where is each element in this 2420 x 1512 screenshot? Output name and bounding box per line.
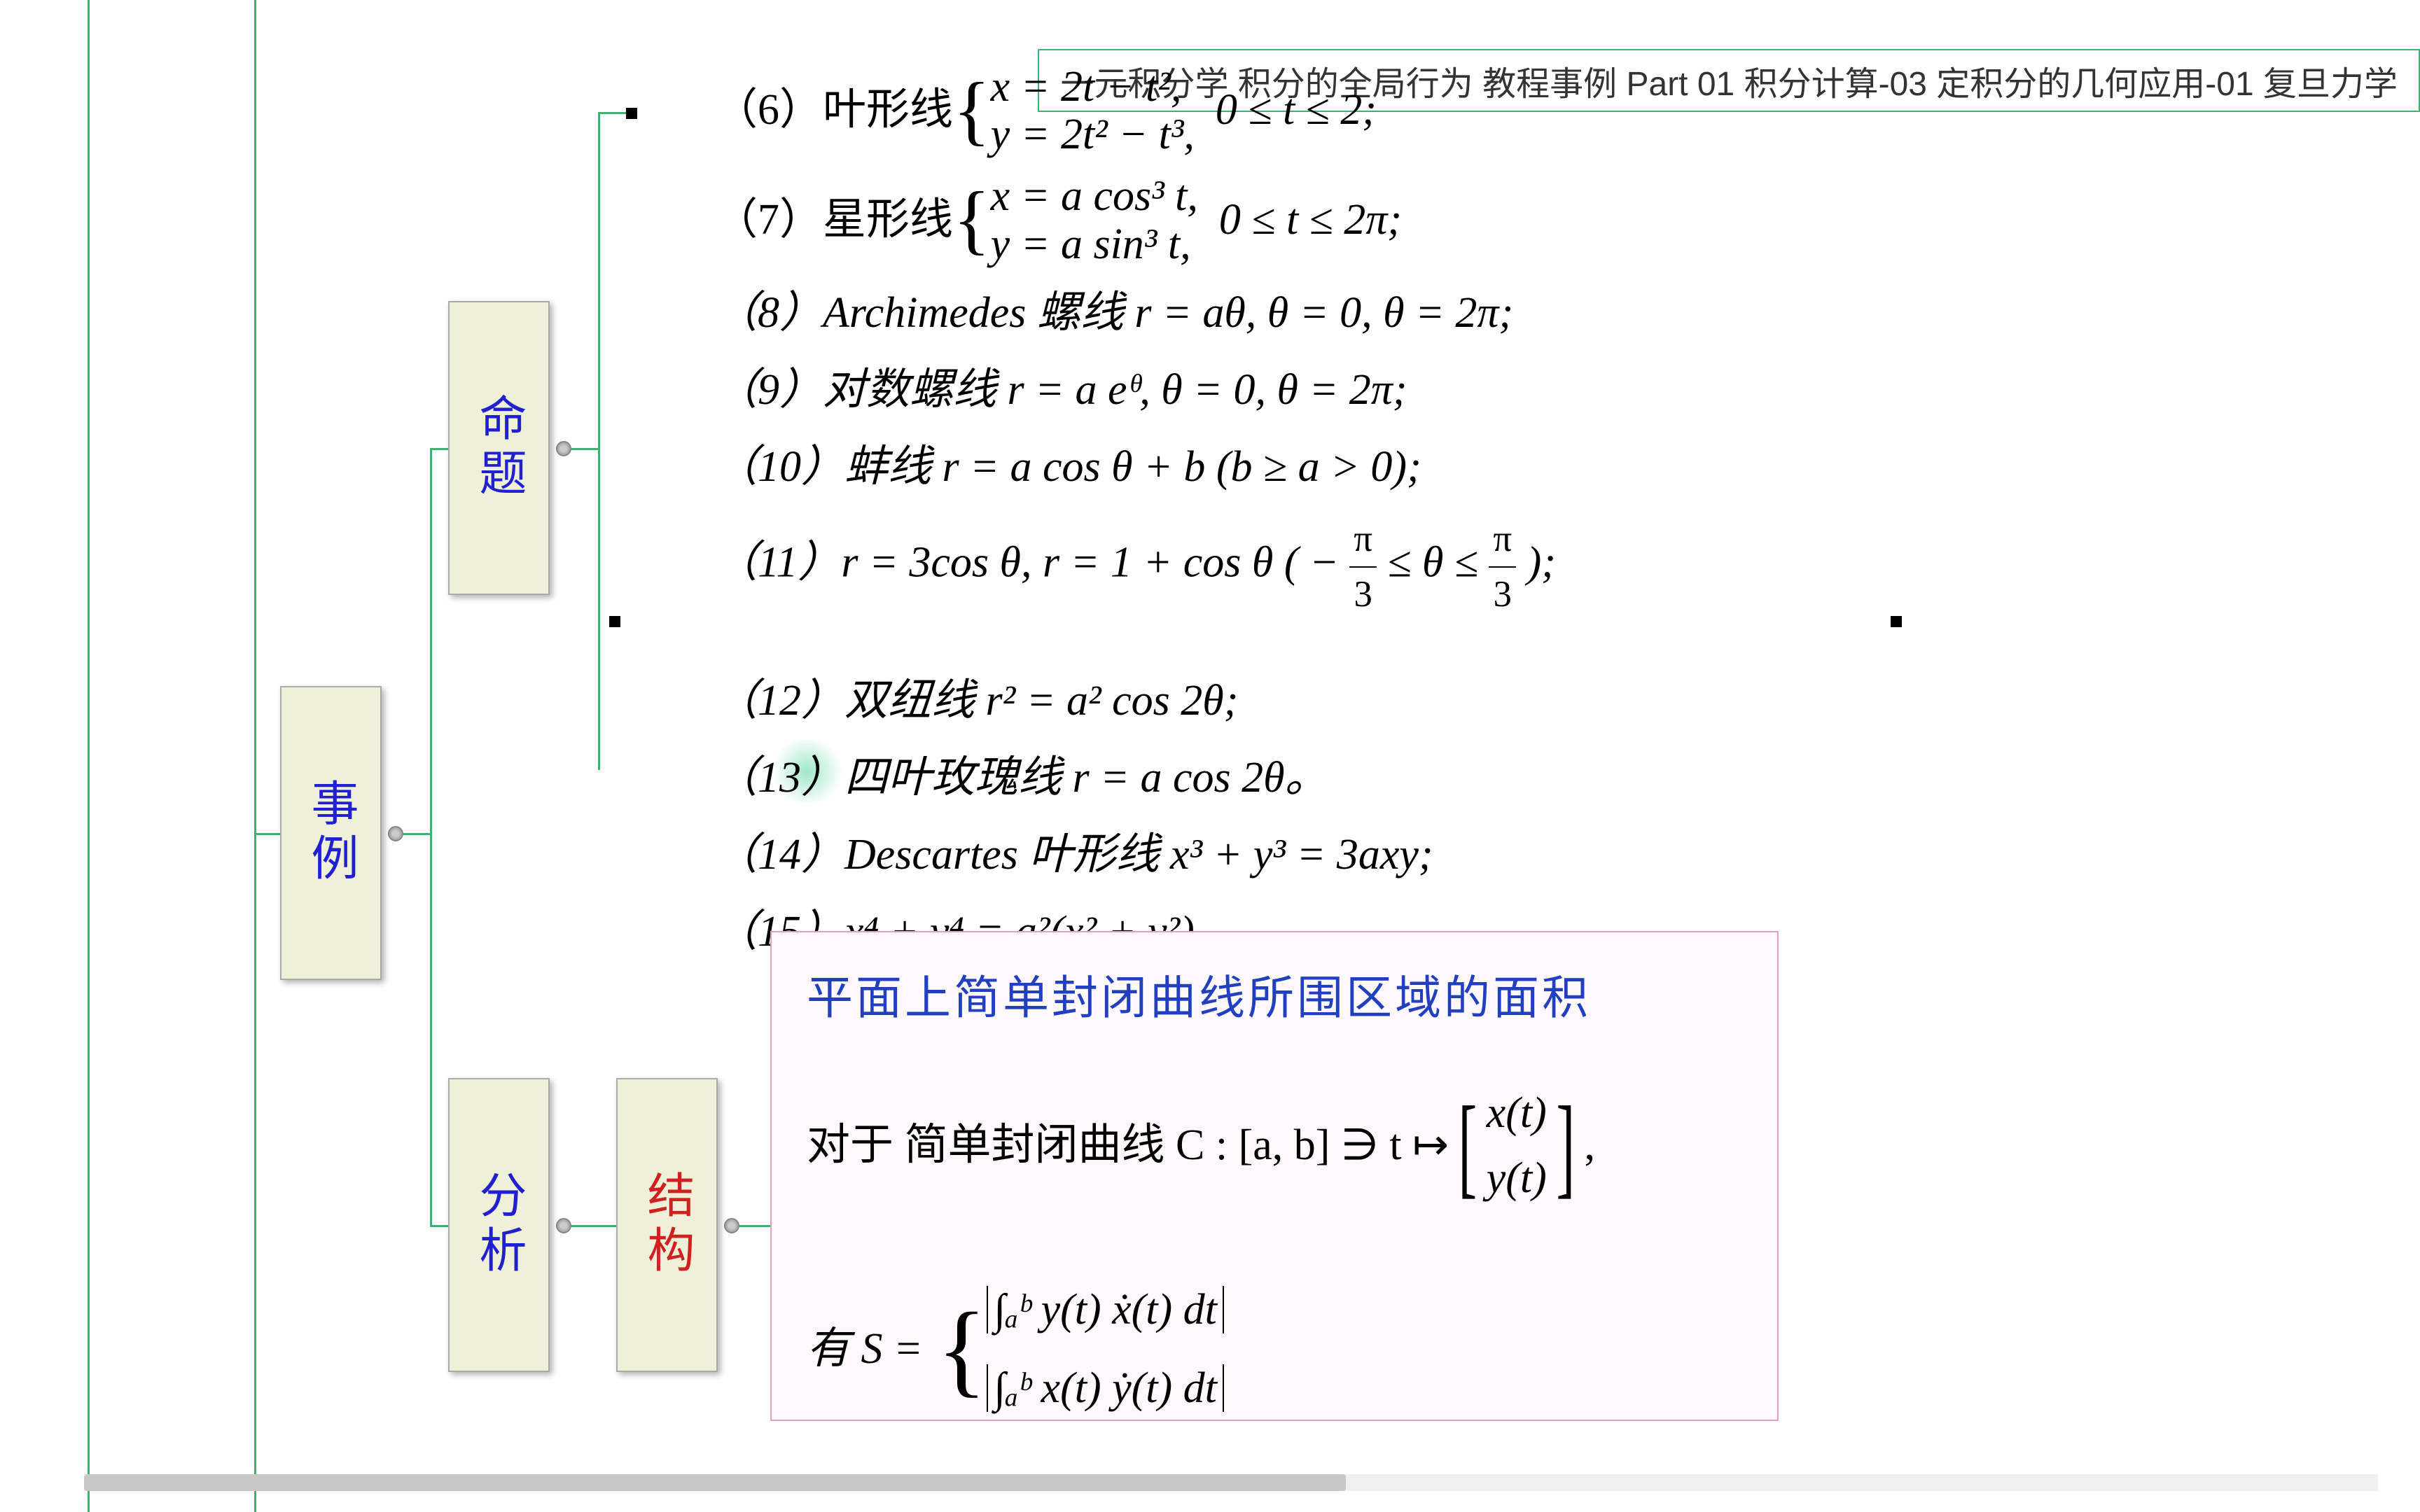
node-mingti-label: 命题 (464, 393, 534, 503)
node-fenxi[interactable]: 分析 (448, 1078, 550, 1372)
connector-line (739, 1225, 772, 1227)
horizontal-scrollbar[interactable] (84, 1474, 2378, 1491)
scrollbar-thumb[interactable] (84, 1474, 1346, 1491)
l12-text: （12）双纽线 r² = a² cos 2θ; (714, 677, 1238, 724)
formula-yt: y(t) (1487, 1154, 1547, 1202)
math-content: （6）叶形线 { x = 2t − t², y = 2t² − t³, 0 ≤ … (714, 63, 2255, 978)
l6-eq-bot: y = 2t² − t³, (991, 111, 1195, 158)
l7-label: （7）星形线 (714, 189, 953, 252)
l13-text: （13）四叶玫瑰线 r = a cos 2θ。 (714, 754, 1328, 802)
l7-eq-top: x = a cos³ t, (991, 172, 1198, 220)
connector-dot (388, 826, 403, 841)
connector-dot (724, 1218, 739, 1233)
formula-xt: x(t) (1487, 1089, 1547, 1137)
formula-int2: ∫ₐᵇ x(t) ẏ(t) dt (987, 1364, 1224, 1412)
line-6: （6）叶形线 { x = 2t − t², y = 2t² − t³, 0 ≤ … (714, 63, 2255, 158)
connector-line (430, 1225, 448, 1227)
line-11: （11）r = 3cos θ, r = 1 + cos θ ( − π3 ≤ θ… (714, 512, 2255, 621)
node-jiegou[interactable]: 结构 (616, 1078, 718, 1372)
mindmap-trunk-line-2 (254, 0, 256, 1512)
connector-line (571, 448, 599, 450)
l6-label: （6）叶形线 (714, 79, 953, 142)
connector-line (598, 112, 600, 770)
frac-pi-3: π3 (1489, 512, 1516, 621)
connector-line (430, 448, 448, 450)
mindmap-trunk-line-1 (88, 0, 90, 1512)
formula-box: 平面上简单封闭曲线所围区域的面积 对于 简单封闭曲线 C : [a, b] ∋ … (770, 931, 1779, 1421)
connector-line (256, 833, 280, 835)
l6-eq-top: x = 2t − t², (991, 63, 1182, 111)
l11-mid: ≤ θ ≤ (1387, 539, 1489, 587)
line-14: （14）Descartes 叶形线 x³ + y³ = 3axy; (714, 824, 2255, 887)
l7-eq-bot: y = a sin³ t, (991, 220, 1191, 268)
line-10: （10）蚌线 r = a cos θ + b (b ≥ a > 0); (714, 436, 2255, 499)
node-shili-label: 事例 (296, 778, 366, 888)
line-8: （8）Archimedes 螺线 r = aθ, θ = 0, θ = 2π; (714, 282, 2255, 345)
formula-int1: ∫ₐᵇ y(t) ẋ(t) dt (987, 1286, 1224, 1334)
l10-text: （10）蚌线 r = a cos θ + b (b ≥ a > 0); (714, 443, 1421, 491)
line-12: （12）双纽线 r² = a² cos 2θ; (714, 670, 2255, 733)
l8-text: （8）Archimedes 螺线 r = aθ, θ = 0, θ = 2π; (714, 289, 1513, 337)
formula-body: 对于 简单封闭曲线 C : [a, b] ∋ t ↦ [ x(t) y(t) ]… (807, 1056, 1742, 1427)
node-mingti[interactable]: 命题 (448, 301, 550, 595)
l6-range: 0 ≤ t ≤ 2; (1216, 79, 1377, 142)
connector-line (430, 448, 432, 1225)
formula-s-label: 有 S = (807, 1315, 923, 1384)
marker-dot (609, 616, 620, 627)
frac-pi-3: π3 (1349, 512, 1377, 621)
connector-line (571, 1225, 616, 1227)
l9-text: （9）对数螺线 r = a eᶿ, θ = 0, θ = 2π; (714, 366, 1407, 414)
node-fenxi-label: 分析 (464, 1170, 534, 1280)
brace-icon: { (953, 185, 991, 255)
connector-dot (556, 1218, 571, 1233)
line-7: （7）星形线 { x = a cos³ t, y = a sin³ t, 0 ≤… (714, 172, 2255, 267)
formula-title: 平面上简单封闭曲线所围区域的面积 (807, 960, 1742, 1028)
brace-icon: { (937, 1303, 987, 1396)
bullet-dot (626, 108, 637, 119)
bracket-right-icon: ] (1556, 1056, 1575, 1236)
bracket-left-icon: [ (1459, 1056, 1477, 1236)
l14-text: （14）Descartes 叶形线 x³ + y³ = 3axy; (714, 831, 1433, 878)
connector-dot (556, 441, 571, 456)
l11-post: ); (1527, 539, 1556, 587)
node-jiegou-label: 结构 (632, 1170, 702, 1280)
brace-icon: { (953, 76, 991, 146)
l7-range: 0 ≤ t ≤ 2π; (1219, 189, 1402, 252)
connector-line (598, 112, 626, 114)
l11-pre: （11）r = 3cos θ, r = 1 + cos θ ( − (714, 539, 1339, 587)
formula-pre: 对于 简单封闭曲线 C : [a, b] ∋ t ↦ (807, 1111, 1449, 1180)
line-13: （13）四叶玫瑰线 r = a cos 2θ。 (714, 747, 2255, 810)
connector-line (403, 833, 431, 835)
line-9: （9）对数螺线 r = a eᶿ, θ = 0, θ = 2π; (714, 359, 2255, 422)
node-shili[interactable]: 事例 (280, 686, 382, 980)
